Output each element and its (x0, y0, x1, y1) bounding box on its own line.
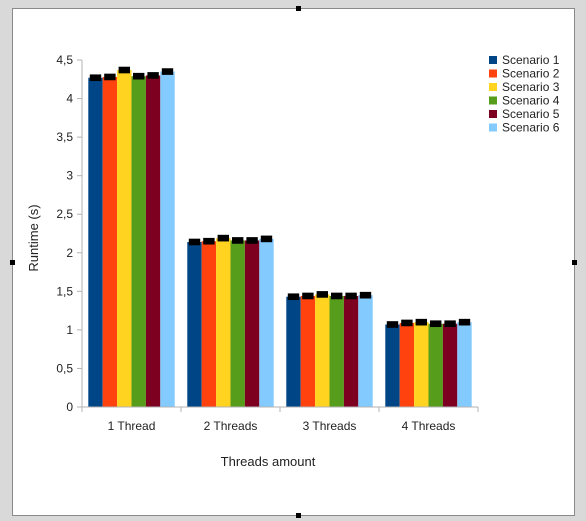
bar-scenario-5-2 (244, 240, 260, 407)
y-tick-labels: 0 0,5 1 1,5 2 2,5 3 3,5 4 4,5 (56, 53, 73, 414)
error-bar (345, 292, 357, 300)
x-tick-label: 1 Thread (108, 419, 156, 433)
bars-group (88, 70, 472, 408)
y-axis-title: Runtime (s) (26, 204, 41, 271)
error-bar (430, 320, 442, 328)
bar-scenario-1-2 (187, 241, 202, 407)
error-bar (232, 237, 244, 244)
resize-handle-bottom[interactable] (296, 513, 301, 518)
legend-label: Scenario 4 (502, 94, 560, 108)
y-tick-label: 0,5 (56, 361, 73, 375)
resize-handle-left[interactable] (10, 260, 15, 265)
bar-scenario-2-4 (399, 322, 415, 407)
y-tick-label: 2,5 (56, 207, 73, 221)
bar-scenario-4-3 (329, 295, 344, 407)
bar-scenario-3-1 (117, 70, 132, 407)
x-tick-labels: 1 Thread 2 Threads 3 Threads 4 Threads (108, 419, 456, 433)
error-bar (118, 66, 130, 74)
bar-scenario-5-3 (343, 295, 359, 407)
legend-label: Scenario 6 (502, 121, 560, 135)
y-tick-label: 0 (66, 400, 73, 414)
legend-label: Scenario 5 (502, 107, 560, 121)
x-tick-label: 3 Threads (303, 419, 357, 433)
bar-scenario-4-4 (428, 323, 443, 407)
bar-scenario-1-4 (385, 324, 400, 407)
legend-label: Scenario 3 (502, 80, 560, 94)
bar-scenario-4-1 (131, 76, 146, 408)
x-tick-label: 4 Threads (402, 419, 456, 433)
legend-swatch (489, 123, 497, 132)
bar-scenario-6-3 (358, 295, 373, 407)
error-bar (444, 320, 456, 328)
x-axis-title: Threads amount (221, 454, 316, 469)
error-bar (260, 235, 273, 243)
error-bar (458, 318, 471, 326)
error-bar (133, 72, 145, 80)
bar-scenario-1-1 (88, 77, 103, 407)
bar-scenario-6-4 (457, 322, 472, 407)
bar-scenario-4-2 (230, 240, 245, 407)
bar-scenario-6-1 (160, 71, 175, 408)
legend-swatch (489, 69, 497, 78)
error-bar (246, 237, 258, 244)
bar-scenario-3-2 (216, 238, 231, 407)
bar-scenario-5-1 (145, 75, 161, 407)
bar-scenario-1-3 (286, 296, 301, 407)
y-tick-label: 1,5 (56, 284, 73, 298)
legend-swatch (489, 110, 497, 118)
error-bar (302, 292, 314, 300)
error-bar (161, 68, 174, 75)
error-bar (386, 321, 399, 328)
error-bar (147, 72, 159, 79)
y-tick-label: 4,5 (56, 53, 73, 67)
bar-scenario-2-2 (201, 241, 217, 407)
error-bar (104, 73, 116, 81)
error-bar (331, 292, 343, 300)
y-tick-label: 4 (66, 92, 73, 106)
error-bar (89, 74, 102, 82)
y-tick-label: 2 (66, 246, 73, 260)
error-bar (401, 319, 413, 327)
legend-label: Scenario 1 (502, 53, 560, 67)
bar-scenario-2-3 (300, 295, 316, 407)
error-bar (217, 234, 229, 242)
error-bar (415, 318, 427, 326)
error-bars-group (89, 66, 471, 328)
axes-group (77, 59, 479, 412)
x-tick-label: 2 Threads (204, 419, 258, 433)
error-bar (188, 238, 201, 246)
error-bar (203, 237, 215, 245)
bar-scenario-3-4 (414, 322, 429, 407)
error-bar (316, 291, 328, 298)
y-tick-label: 3 (66, 169, 73, 183)
bar-scenario-6-2 (259, 238, 274, 407)
y-tick-label: 1 (66, 323, 73, 337)
legend-swatch (489, 56, 497, 64)
bar-scenario-5-4 (442, 323, 458, 407)
error-bar (359, 291, 372, 299)
y-tick-label: 3,5 (56, 130, 73, 144)
bar-scenario-2-1 (102, 76, 118, 407)
resize-handle-right[interactable] (572, 260, 577, 265)
bar-scenario-3-3 (315, 294, 330, 407)
legend-swatch (489, 83, 497, 91)
resize-handle-top[interactable] (296, 6, 301, 11)
legend-swatch (489, 96, 497, 105)
legend-label: Scenario 2 (502, 67, 560, 81)
error-bar (287, 293, 300, 301)
